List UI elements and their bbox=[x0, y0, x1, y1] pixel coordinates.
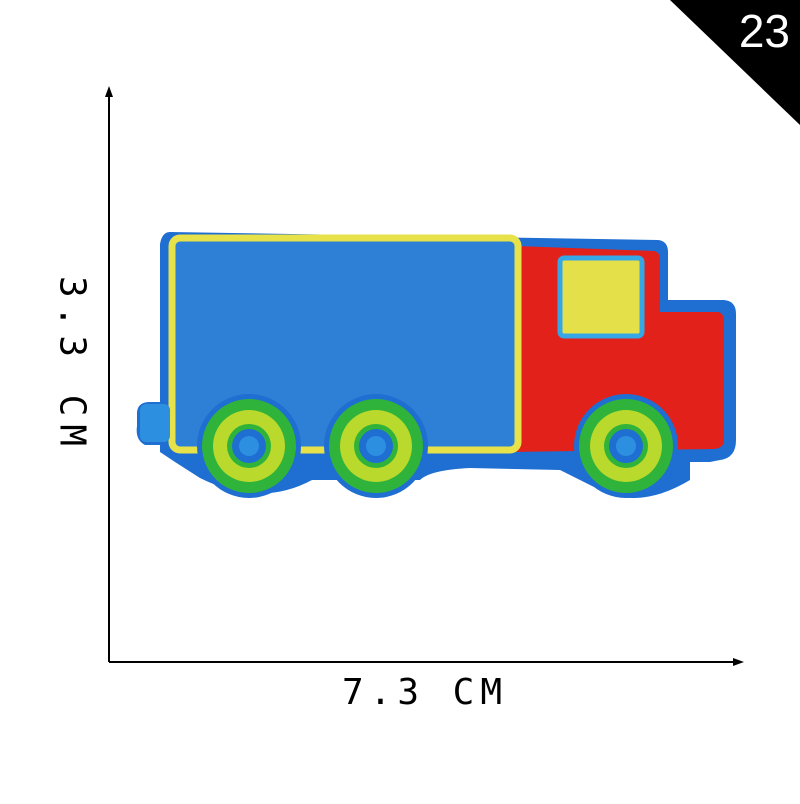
badge-number: 23 bbox=[738, 5, 790, 57]
height-arrow bbox=[105, 86, 113, 662]
corner-badge bbox=[670, 0, 800, 125]
width-arrow bbox=[109, 658, 744, 666]
wheel-front bbox=[574, 394, 678, 498]
height-dimension-label: 3.3 CM bbox=[51, 275, 93, 455]
truck-patch bbox=[136, 232, 736, 498]
cab-window bbox=[557, 255, 645, 339]
wheel-rear bbox=[197, 394, 301, 498]
rear-bumper bbox=[140, 404, 170, 442]
width-dimension-label: 7.3 CM bbox=[341, 672, 509, 713]
wheel-middle bbox=[324, 394, 428, 498]
